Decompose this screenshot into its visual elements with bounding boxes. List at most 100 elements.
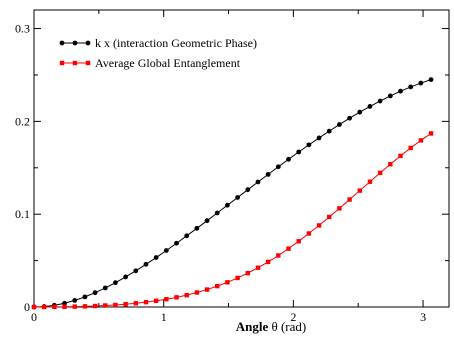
data-point	[326, 128, 332, 134]
data-point	[245, 270, 250, 276]
data-point	[143, 261, 149, 267]
data-point	[113, 280, 118, 286]
data-point	[72, 298, 78, 303]
series-2	[31, 131, 434, 310]
data-point	[286, 246, 291, 251]
series-line	[33, 79, 432, 308]
data-point	[41, 304, 47, 310]
y-tick-label: 0	[24, 300, 30, 314]
series-line	[34, 133, 432, 308]
legend-marker	[72, 40, 78, 46]
data-point	[113, 302, 118, 308]
data-point	[164, 297, 169, 302]
legend-item: k x (interaction Geometric Phase)	[59, 36, 257, 50]
data-point	[327, 214, 332, 220]
data-point	[428, 131, 434, 136]
data-point	[133, 301, 139, 306]
x-tick-label: 2	[290, 310, 296, 324]
data-point	[235, 275, 240, 281]
y-tick-label: 0.3	[15, 22, 30, 36]
data-point	[82, 304, 88, 309]
data-point	[245, 187, 251, 193]
data-point	[52, 304, 57, 310]
data-point	[123, 274, 129, 280]
data-point	[418, 80, 424, 86]
legend-marker	[72, 60, 78, 66]
data-point	[296, 239, 301, 244]
data-point	[103, 303, 108, 308]
x-tick-label: 1	[161, 310, 167, 324]
data-point	[418, 138, 424, 143]
data-point	[184, 233, 190, 239]
data-point	[357, 188, 362, 193]
series-layer	[31, 77, 434, 310]
y-tick-label: 0.1	[15, 207, 30, 221]
data-point	[275, 164, 281, 170]
legend-marker	[59, 60, 65, 66]
y-tick-label: 0.2	[15, 114, 30, 128]
data-point	[265, 171, 271, 177]
legend-label: Average Global Entanglement	[95, 56, 241, 70]
legend-marker	[85, 40, 91, 46]
data-point	[367, 179, 373, 184]
data-point	[388, 162, 393, 167]
data-point	[408, 84, 414, 90]
data-point	[62, 300, 67, 306]
legend-item: Average Global Entanglement	[59, 56, 241, 70]
data-point	[174, 240, 179, 246]
data-point	[367, 104, 373, 109]
legend: k x (interaction Geometric Phase) Average…	[59, 36, 257, 70]
data-point	[204, 287, 210, 292]
data-point	[377, 98, 383, 104]
data-point	[428, 77, 434, 83]
data-point	[163, 248, 169, 253]
data-point	[194, 290, 200, 295]
x-tick-label: 0	[31, 310, 37, 324]
data-point	[235, 195, 241, 200]
data-point	[153, 298, 159, 303]
legend-label: k x (interaction Geometric Phase)	[95, 36, 257, 50]
data-point	[214, 210, 220, 216]
data-point	[306, 231, 312, 236]
data-point	[92, 303, 98, 309]
data-point	[123, 302, 128, 307]
data-point	[174, 295, 179, 300]
data-point	[357, 109, 363, 115]
data-point	[255, 179, 261, 185]
data-point	[337, 122, 342, 127]
data-point	[92, 290, 98, 296]
data-point	[398, 153, 403, 159]
data-point	[347, 115, 352, 121]
data-point	[153, 255, 159, 260]
plot-frame	[33, 9, 450, 308]
data-point	[387, 93, 393, 99]
data-point	[82, 294, 88, 300]
data-point	[408, 145, 413, 151]
data-point	[347, 197, 352, 202]
data-point	[143, 299, 149, 305]
data-point	[337, 206, 342, 211]
data-point	[102, 285, 108, 291]
data-point	[286, 156, 291, 162]
data-point	[133, 268, 139, 274]
data-point	[398, 88, 403, 94]
data-point	[276, 253, 281, 258]
data-point	[316, 223, 322, 228]
legend-marker	[59, 40, 65, 46]
data-point	[194, 225, 200, 231]
data-point	[225, 202, 230, 208]
data-point	[204, 218, 210, 224]
data-point	[72, 304, 77, 309]
data-point	[316, 135, 322, 141]
data-point	[62, 304, 67, 310]
data-point	[377, 170, 383, 176]
data-point	[306, 142, 312, 148]
data-point	[225, 280, 230, 285]
tick-group: 0 1 2 3 0 0.1 0.2 0.3	[15, 10, 449, 324]
data-point	[296, 149, 302, 155]
x-axis-label: Angle θ (rad)	[236, 319, 306, 334]
legend-marker	[85, 60, 91, 66]
x-tick-label: 3	[420, 310, 426, 324]
data-point	[255, 265, 261, 270]
